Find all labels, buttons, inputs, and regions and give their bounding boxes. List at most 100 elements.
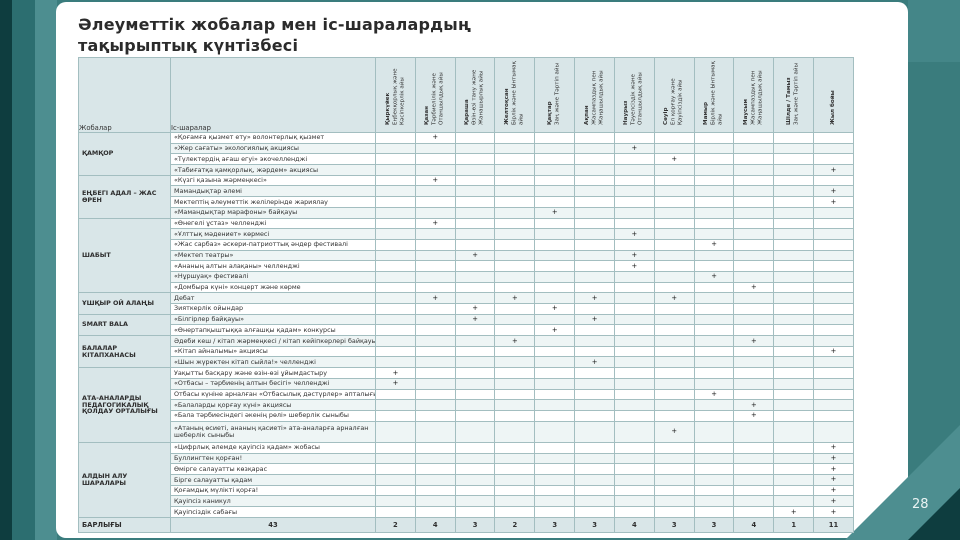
mark-cell [534,153,576,166]
activity-cell: «Цифрлық әлемде қауіпсіз қадам» жобасы [170,441,376,454]
mark-cell [653,260,695,272]
mark-cell [574,206,615,219]
mark-cell [653,495,695,508]
mark-cell [375,324,416,337]
mark-cell [733,463,775,476]
mark-cell: + [613,142,655,155]
table-row: ЕҢБЕГІ АДАЛ – ЖАС ӨРЕН «Күзгі қазына жәрм… [78,174,854,219]
mark-cell [613,345,655,358]
mark-cell [613,356,655,369]
mark-cell [534,463,576,476]
mark-cell [653,367,695,379]
mark-cell [454,324,496,337]
mark-cell [813,228,854,240]
mark-cell [813,303,854,315]
mark-cell [494,164,536,176]
mark-cell [494,367,536,379]
table-row: Мамандықтар әлемі + [78,185,854,198]
mark-cell: + [534,303,576,315]
mark-cell [375,409,416,422]
month-header-3: Қараша Өзін-өзі тану және Жанашырлық айы [454,57,496,133]
mark-cell [375,142,416,155]
mark-cell [574,388,615,401]
mark-cell [773,142,815,155]
mark-cell [534,238,576,251]
month-theme: Жасампаздық пен Жаңашылдық айы [750,70,764,125]
mark-cell [454,206,496,219]
activity-cell: «Мектеп театры» [170,249,376,262]
month-header-text: Қараша Өзін-өзі тану және Жанашырлық айы [464,60,486,125]
group-cell: БАЛАЛАР КІТАПХАНАСЫ [78,335,171,369]
mark-cell [653,474,695,486]
table-row: ҚАМҚОР «Қоғамға қызмет ету» волонтерлық қ… [78,132,854,176]
mark-cell [414,452,456,465]
activity-cell: «Бала тәрбиесіндегі әкенің рөлі» шеберлі… [170,409,376,422]
mark-cell [574,409,615,422]
mark-cell [494,249,536,262]
mark-cell [613,388,655,401]
activity-cell: Қауіпсіздік сабағы [170,506,376,518]
mark-cell [733,142,775,155]
table-row: Отбасы күніне арналған «Отбасылық дәстүр… [78,388,854,401]
mark-cell [494,260,536,272]
table-row: «Ұлттық мәдениет» көрмесі + [78,228,854,240]
mark-cell: + [813,495,854,508]
mark-cell [733,238,775,251]
mark-cell [733,153,775,166]
mark-cell: + [813,196,854,208]
activity-cell: «Түлектердің ағаш егуі» экочелленджі [170,153,376,166]
table-row: Бірге салауатты қадам + [78,474,854,486]
mark-cell [414,420,456,443]
mark-cell: + [693,238,735,251]
table-row: «Кітап айналымы» акциясы + [78,345,854,358]
mark-cell [494,441,536,454]
mark-cell [773,217,815,230]
mark-cell [414,409,456,422]
mark-cell [773,441,815,454]
mark-cell [494,345,536,358]
month-name: Жыл бойы [829,90,836,125]
mark-cell [414,463,456,476]
month-theme: Тәуелсіздік және Отаншылдық айы [630,72,645,125]
mark-cell [653,399,695,411]
mark-cell: + [375,367,416,379]
activity-cell: Буллингтен қорған! [170,452,376,465]
mark-cell [613,132,655,144]
mark-cell [534,452,576,465]
mark-cell [494,228,536,240]
mark-cell: + [693,270,735,283]
mark-cell: + [733,399,775,411]
mark-cell [375,335,416,347]
mark-cell [653,345,695,358]
mark-cell [813,377,854,390]
mark-cell [813,356,854,369]
mark-cell [653,270,695,283]
month-theme: Тәрбиелілік және Отаншылдық айы [431,72,445,125]
mark-cell [693,313,735,326]
mark-cell [375,270,416,283]
mark-cell: + [454,249,496,262]
mark-cell [414,260,456,272]
mark-cell [375,356,416,369]
mark-cell [534,281,576,294]
mark-cell [813,324,854,337]
mark-cell [773,206,815,219]
mark-cell [574,281,615,294]
table-row: «Нұршуақ» фестивалі + [78,270,854,283]
month-total-cell: 3 [574,516,615,533]
mark-cell [454,281,496,294]
mark-cell [733,345,775,358]
month-theme: Заң және Тәртіп айы [793,63,800,125]
mark-cell [414,228,456,240]
mark-cell [613,313,655,326]
mark-cell [494,196,536,208]
mark-cell [454,217,496,230]
mark-cell [454,260,496,272]
mark-cell [773,238,815,251]
mark-cell [733,367,775,379]
mark-cell [494,206,536,219]
mark-cell: + [574,356,615,369]
mark-cell [653,174,695,187]
mark-cell: + [813,452,854,465]
mark-cell [574,174,615,187]
